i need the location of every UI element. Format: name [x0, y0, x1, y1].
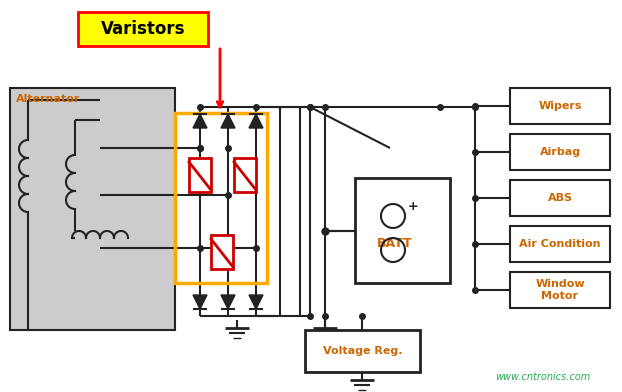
Text: Air Condition: Air Condition	[519, 239, 601, 249]
Bar	[510, 88, 610, 124]
Text: BATT: BATT	[377, 237, 412, 250]
Bar	[510, 226, 610, 262]
Polygon shape	[249, 295, 263, 309]
Polygon shape	[221, 295, 235, 309]
Text: Voltage Reg.: Voltage Reg.	[323, 346, 402, 356]
Bar	[10, 88, 175, 330]
Text: www.cntronics.com: www.cntronics.com	[494, 372, 590, 382]
Text: ABS: ABS	[547, 193, 572, 203]
Text: Wipers: Wipers	[538, 101, 582, 111]
Text: Alternator: Alternator	[16, 94, 80, 104]
Bar	[175, 113, 267, 283]
Bar	[211, 235, 233, 269]
Polygon shape	[193, 114, 207, 128]
Bar	[234, 158, 256, 192]
Bar	[510, 134, 610, 170]
Text: Window
Motor: Window Motor	[535, 279, 585, 301]
Text: +: +	[408, 200, 419, 213]
Polygon shape	[193, 295, 207, 309]
Bar	[78, 12, 208, 46]
Bar	[189, 158, 211, 192]
Bar	[510, 180, 610, 216]
Text: Airbag: Airbag	[539, 147, 580, 157]
Polygon shape	[221, 114, 235, 128]
Polygon shape	[249, 114, 263, 128]
Bar	[510, 272, 610, 308]
Text: Varistors: Varistors	[101, 20, 185, 38]
Bar	[355, 178, 450, 283]
Bar	[305, 330, 420, 372]
